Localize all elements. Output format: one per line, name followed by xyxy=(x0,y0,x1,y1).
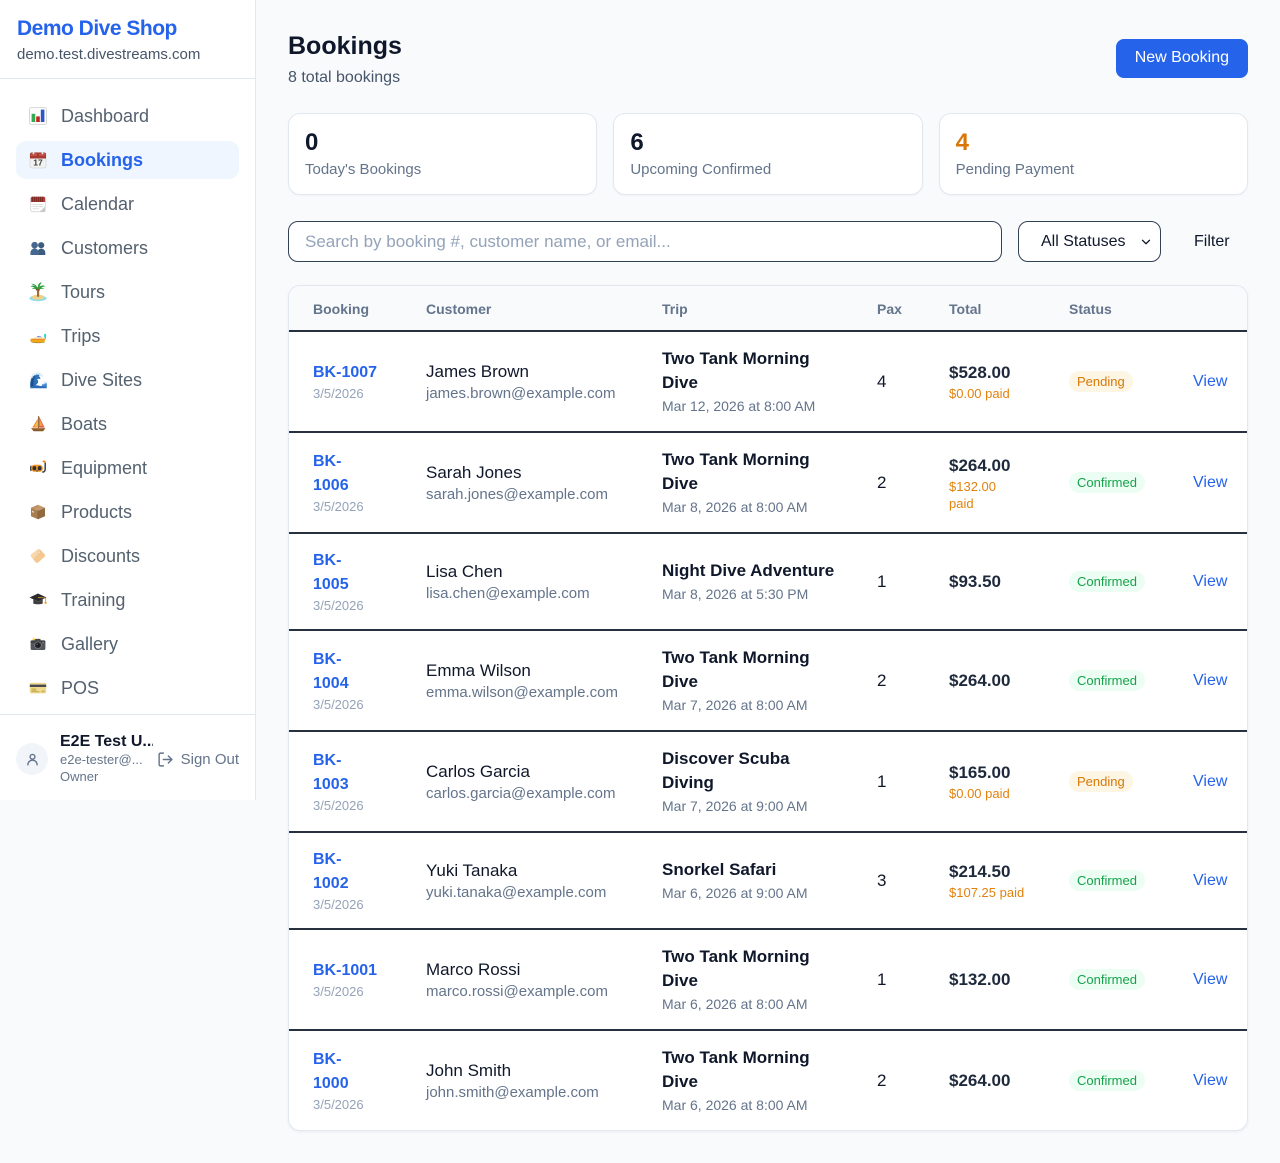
svg-text:17: 17 xyxy=(33,158,43,168)
